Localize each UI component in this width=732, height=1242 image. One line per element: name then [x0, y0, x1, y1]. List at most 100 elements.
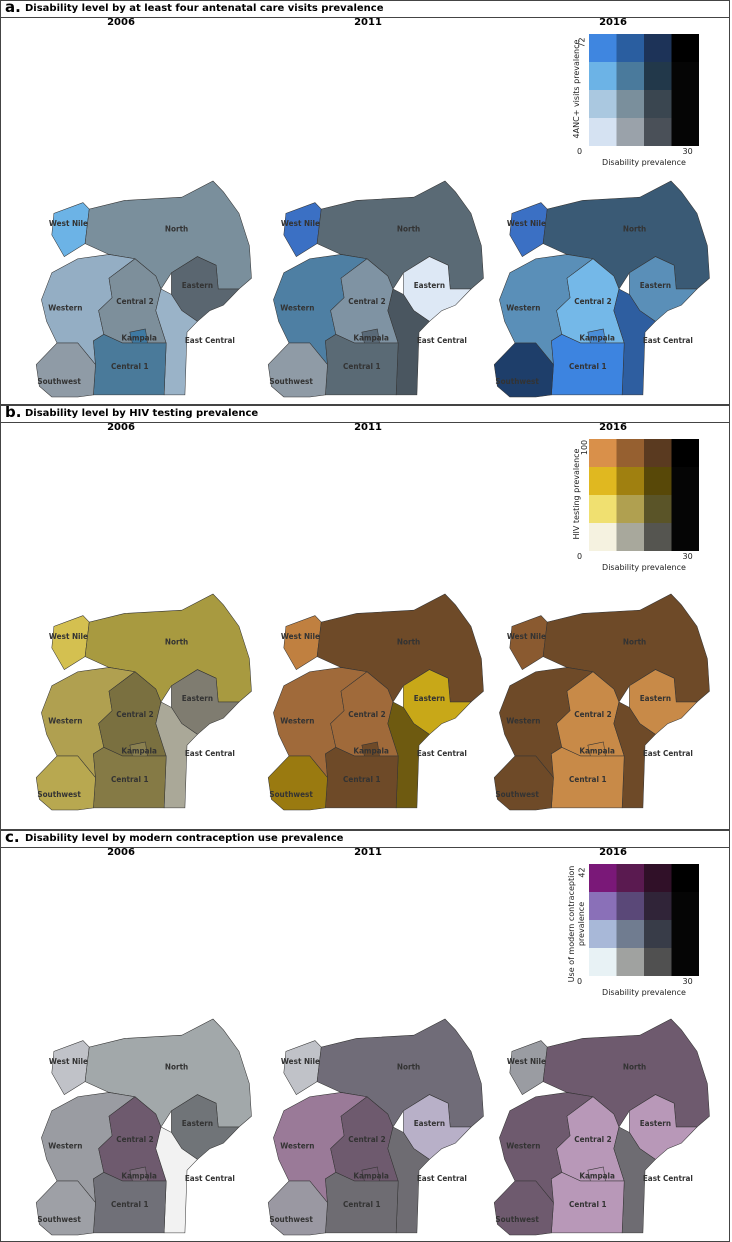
region-label: Kampala [353, 1172, 389, 1181]
maps: West Nile North Eastern Western Central 2 Kam… [35, 864, 710, 1236]
region [493, 1180, 554, 1236]
region-label: Western [48, 716, 82, 725]
legend-cell [671, 118, 699, 146]
legend-x-max: 30 [682, 147, 693, 156]
map: West Nile North Eastern Western Central 2 Kam… [267, 180, 484, 398]
region [387, 288, 430, 396]
map: West Nile North Eastern Western Central 2 Kam… [493, 180, 710, 398]
region [509, 202, 548, 257]
map: West Nile North Eastern Western Central 2 Kam… [267, 1018, 484, 1236]
region-label: Kampala [121, 747, 157, 756]
region-label: West Nile [49, 219, 88, 228]
region-label: North [397, 1063, 420, 1072]
legend-cell [671, 864, 699, 892]
region-label: Eastern [182, 281, 213, 290]
legend-cell [671, 34, 699, 62]
region [509, 1040, 548, 1095]
legend-x-label: Disability prevalence [602, 988, 686, 997]
region [267, 755, 328, 811]
year-label: 2011 [354, 847, 382, 858]
region-label: Kampala [579, 747, 615, 756]
region-label: Central 1 [111, 1200, 148, 1209]
legend-y-label: Use of modern contraception prevalence [567, 865, 586, 983]
legend-cell [644, 467, 672, 495]
region-label: East Central [643, 749, 693, 758]
region [493, 755, 554, 811]
legend-cell [671, 495, 699, 523]
region [387, 1126, 430, 1234]
region-label: Kampala [121, 1172, 157, 1181]
region-label: Southwest [495, 1215, 539, 1224]
region-label: Kampala [579, 334, 615, 343]
region-label: Western [48, 1141, 82, 1150]
legend-cell [644, 523, 672, 551]
region-label: Central 1 [343, 775, 380, 784]
region [35, 342, 96, 398]
legend-cell [616, 34, 644, 62]
legend-cell [644, 90, 672, 118]
panel-header: b. Disability level by HIV testing preval… [1, 406, 729, 423]
legend-cell [644, 34, 672, 62]
year-label: 2016 [599, 17, 627, 28]
region [155, 701, 198, 809]
legend-cell [644, 495, 672, 523]
legend-origin: 0 [577, 147, 583, 156]
legend-origin: 0 [577, 977, 583, 986]
legend-cell [616, 523, 644, 551]
region-label: East Central [185, 749, 235, 758]
region-label: North [165, 225, 188, 234]
legend-cell [589, 62, 617, 90]
map: West Nile North Eastern Western Central 2 Kam… [493, 593, 710, 811]
legend-cell [589, 920, 617, 948]
panel-label: a. [5, 0, 21, 16]
region-label: West Nile [281, 219, 320, 228]
legend-cell [671, 523, 699, 551]
region-label: West Nile [49, 632, 88, 641]
region-label: Kampala [353, 747, 389, 756]
legend-cell [589, 118, 617, 146]
legend-cell [616, 920, 644, 948]
legend-cell [589, 892, 617, 920]
maps: West Nile North Eastern Western Central 2 Kam… [35, 439, 710, 811]
year-label: 2011 [354, 17, 382, 28]
region-label: Eastern [640, 281, 671, 290]
legend-cell [589, 864, 617, 892]
region [509, 615, 548, 670]
legend-y-max: 100 [580, 439, 590, 456]
region-label: Central 2 [116, 1135, 153, 1144]
region [387, 701, 430, 809]
region-label: Western [506, 716, 540, 725]
region-label: Western [280, 1141, 314, 1150]
region-label: Southwest [269, 790, 313, 799]
region-label: West Nile [281, 1057, 320, 1066]
region-label: West Nile [507, 1057, 546, 1066]
panel-label: c. [5, 830, 20, 846]
legend-cell [644, 864, 672, 892]
region-label: North [623, 638, 646, 647]
region [155, 288, 198, 396]
region-label: Western [506, 303, 540, 312]
maps: West Nile North Eastern Western Central 2 Kam… [35, 34, 710, 398]
region-label: West Nile [49, 1057, 88, 1066]
year-label: 2006 [107, 422, 135, 433]
region-label: East Central [185, 1174, 235, 1183]
region-label: Kampala [353, 334, 389, 343]
legend-y-max: 72 [577, 37, 587, 48]
region-label: Western [280, 716, 314, 725]
region-label: Southwest [37, 377, 81, 386]
region-label: West Nile [507, 632, 546, 641]
region-label: Eastern [414, 281, 445, 290]
region [283, 615, 322, 670]
region-label: Central 1 [343, 362, 380, 371]
legend-cell [671, 62, 699, 90]
region [267, 342, 328, 398]
legend-origin: 0 [577, 552, 583, 561]
legend-cell [616, 495, 644, 523]
region-label: Southwest [37, 1215, 81, 1224]
legend-cell [616, 90, 644, 118]
legend-cell [616, 62, 644, 90]
legend-cell [616, 948, 644, 976]
panel-title: Disability level by at least four antena… [25, 3, 384, 14]
legend-cell [589, 34, 617, 62]
